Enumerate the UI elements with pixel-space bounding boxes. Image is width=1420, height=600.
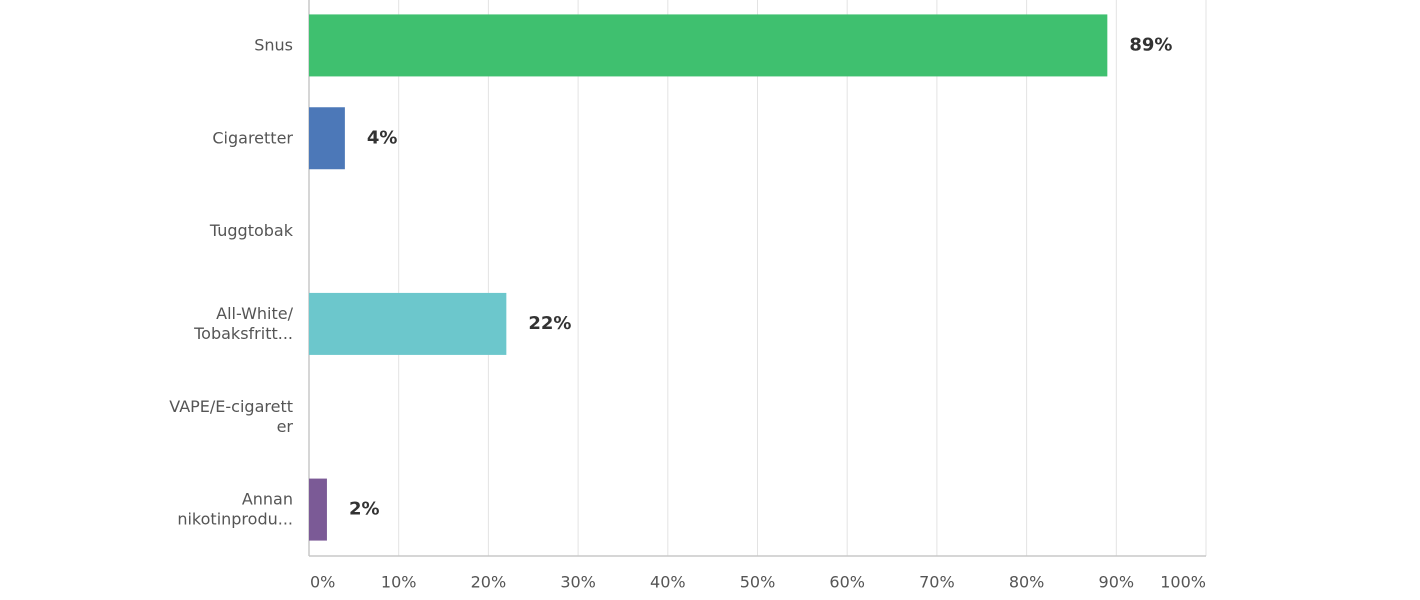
- x-tick-label: 50%: [740, 573, 776, 592]
- x-tick-label: 80%: [1009, 573, 1045, 592]
- y-tick-label: VAPE/E-cigarett er: [169, 396, 293, 435]
- bar: [309, 107, 345, 170]
- bar: [309, 14, 1108, 77]
- x-tick-label: 60%: [829, 573, 865, 592]
- x-tick-label: 10%: [381, 573, 417, 592]
- x-tick-label: 40%: [650, 573, 686, 592]
- x-tick-label: 90%: [1099, 573, 1135, 592]
- bar: [309, 292, 507, 355]
- y-tick-label: Cigaretter: [212, 128, 293, 147]
- y-tick-label: All-White/Tobaksfritt...: [193, 303, 293, 342]
- x-tick-label: 100%: [1160, 573, 1206, 592]
- bar: [309, 478, 327, 541]
- y-tick-label: Tuggtobak: [209, 221, 294, 240]
- value-label: 22%: [528, 313, 571, 334]
- value-label: 2%: [349, 499, 380, 520]
- y-tick-label: Snus: [254, 35, 293, 54]
- x-tick-label: 70%: [919, 573, 955, 592]
- x-tick-label: 20%: [471, 573, 507, 592]
- x-tick-label: 30%: [560, 573, 596, 592]
- y-tick-label: Annan nikotinprodu...: [177, 489, 293, 528]
- value-label: 89%: [1129, 34, 1172, 55]
- value-label: 4%: [367, 127, 398, 148]
- x-tick-label: 0%: [310, 573, 335, 592]
